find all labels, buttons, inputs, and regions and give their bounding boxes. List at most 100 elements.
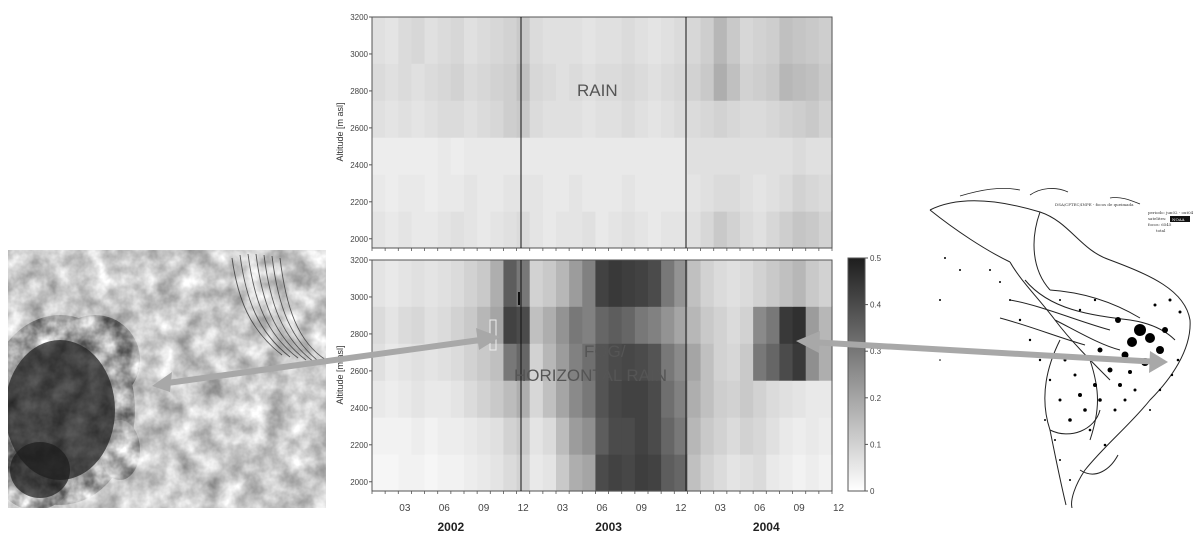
- rain-cell: [450, 100, 465, 138]
- rain-cell: [529, 63, 544, 101]
- fog-cell: [529, 380, 544, 418]
- fog-label-line1: FOG/: [584, 342, 626, 361]
- fog-cell: [464, 343, 478, 381]
- rain-cell: [818, 137, 833, 175]
- rain-cell: [503, 17, 518, 64]
- fog-cell: [542, 417, 557, 455]
- rain-cell: [372, 174, 386, 212]
- rain-cell: [726, 137, 741, 175]
- rain-cell: [490, 100, 505, 138]
- fog-cell: [411, 454, 426, 492]
- fog-cell: [437, 306, 452, 344]
- fog-cell: [556, 306, 570, 344]
- fog-cell: [372, 417, 386, 455]
- fog-cell: [503, 417, 518, 455]
- rain-cell: [372, 63, 386, 101]
- rain-cell: [437, 174, 452, 212]
- rain-cell: [740, 137, 754, 175]
- month-tick-label: 06: [754, 503, 766, 514]
- fog-cell: [582, 306, 597, 344]
- fog-cell: [437, 380, 452, 418]
- rain-cell: [805, 17, 820, 64]
- fog-cell: [661, 306, 675, 344]
- rain-cell: [700, 137, 715, 175]
- fog-cell: [490, 417, 505, 455]
- rain-cell: [818, 63, 833, 101]
- fog-cell: [740, 260, 754, 307]
- fog-cell: [766, 380, 781, 418]
- rain-cell: [805, 63, 820, 101]
- rain-cell: [608, 211, 623, 249]
- fog-cell: [648, 343, 662, 381]
- rain-cell: [608, 17, 623, 64]
- rain-cell: [385, 211, 399, 249]
- fog-cell: [398, 306, 413, 344]
- fog-cell: [818, 454, 833, 492]
- fog-cell: [372, 380, 386, 418]
- fog-cell: [648, 417, 662, 455]
- rain-cell: [766, 137, 781, 175]
- rain-cell: [556, 174, 570, 212]
- rain-cell: [477, 100, 491, 138]
- rain-cell: [398, 174, 413, 212]
- fog-cell: [411, 260, 426, 307]
- fog-y-ticks: 2000 2200 2400 2600 2800 3000 3200: [350, 256, 372, 487]
- rain-cell: [608, 174, 623, 212]
- colorbar-tick-label: 0.2: [870, 394, 882, 403]
- fog-cell: [490, 260, 505, 307]
- fog-cell: [713, 417, 728, 455]
- rain-cell: [766, 174, 781, 212]
- rain-cell: [490, 137, 505, 175]
- fog-cell: [542, 306, 557, 344]
- fog-y-tick-label: 3200: [350, 256, 368, 265]
- fog-cell: [424, 380, 439, 418]
- rain-cell: [385, 174, 399, 212]
- fog-cell: [529, 260, 544, 307]
- rain-cell: [569, 211, 583, 249]
- fog-cell: [372, 306, 386, 344]
- rain-cell: [411, 17, 426, 64]
- fog-cell: [818, 417, 833, 455]
- fog-cell: [779, 380, 794, 418]
- rain-cell: [398, 63, 413, 101]
- fog-cell: [740, 454, 754, 492]
- fog-cell: [634, 343, 649, 381]
- rain-cell: [805, 174, 820, 212]
- rain-cell: [490, 211, 505, 249]
- rain-y-tick-label: 2200: [350, 198, 368, 207]
- fog-cell: [713, 343, 728, 381]
- year-label: 2002: [438, 520, 465, 534]
- fog-cell: [726, 380, 741, 418]
- rain-cell: [766, 100, 781, 138]
- arrowhead-satellite: [152, 372, 172, 392]
- rain-cell: [608, 137, 623, 175]
- rain-cell: [542, 17, 557, 64]
- rain-y-tick-label: 3000: [350, 50, 368, 59]
- rain-cell: [740, 211, 754, 249]
- fog-cell: [411, 380, 426, 418]
- colorbar-gradient: [847, 257, 866, 492]
- rain-x-ticks: [371, 248, 833, 251]
- fog-cell: [621, 260, 636, 307]
- fog-cell: [674, 380, 689, 418]
- fog-cell: [779, 260, 794, 307]
- rain-cell: [464, 100, 478, 138]
- rain-cell: [477, 174, 491, 212]
- fog-cell: [687, 380, 702, 418]
- rain-cell: [792, 174, 807, 212]
- rain-cell: [753, 63, 767, 101]
- rain-cell: [477, 17, 491, 64]
- rain-cell: [372, 17, 386, 64]
- fog-cell: [753, 306, 767, 344]
- rain-cell: [661, 100, 675, 138]
- rain-cell: [503, 174, 518, 212]
- arrowhead-chart-right: [796, 331, 820, 353]
- rain-cell: [687, 17, 702, 64]
- rain-cell: [687, 100, 702, 138]
- fog-cell: [569, 260, 583, 307]
- rain-cell: [634, 100, 649, 138]
- rain-heatmap-cells: [372, 17, 833, 249]
- rain-cell: [398, 211, 413, 249]
- fog-cell: [792, 306, 807, 344]
- fog-cell: [818, 306, 833, 344]
